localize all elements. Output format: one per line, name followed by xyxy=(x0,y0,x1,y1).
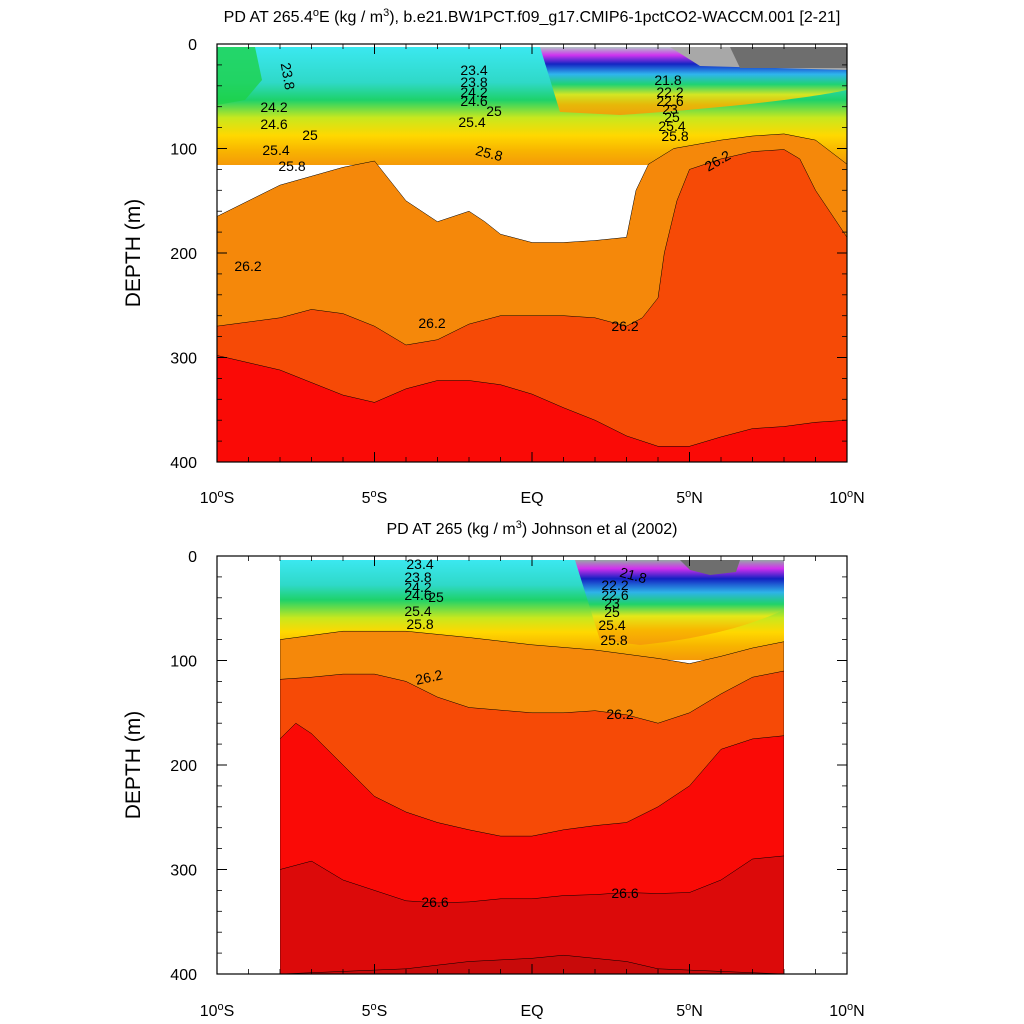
contour-label: 25.8 xyxy=(406,616,433,632)
x-tick-label: 10oN xyxy=(829,488,864,507)
x-tick-label: 5oS xyxy=(362,1001,388,1020)
contour-label: 24.6 xyxy=(404,587,431,603)
contour-label: 26.2 xyxy=(418,315,445,331)
surface-layer-band xyxy=(217,47,262,105)
contour-label: 25 xyxy=(664,109,680,125)
y-tick-label: 300 xyxy=(170,351,197,368)
y-tick-label: 200 xyxy=(170,758,197,775)
contour-label: 25.4 xyxy=(598,617,625,633)
contour-label: 23.8 xyxy=(460,74,487,90)
y-tick-label: 300 xyxy=(170,863,197,880)
x-tick-label: EQ xyxy=(520,1003,543,1020)
x-tick-label: 10oN xyxy=(829,1001,864,1020)
contour-label: 25.8 xyxy=(661,128,688,144)
contour-label: 22.2 xyxy=(601,577,628,593)
contour-label: 25 xyxy=(302,127,318,143)
panel-top: PD AT 265.4oE (kg / m3), b.e21.BW1PCT.f0… xyxy=(122,7,865,507)
y-tick-label: 0 xyxy=(188,549,197,566)
contour-layer-27 xyxy=(280,855,784,974)
contour-label: 24.2 xyxy=(460,84,487,100)
x-tick-label: 5oN xyxy=(676,488,703,507)
y-tick-label: 200 xyxy=(170,246,197,263)
contour-label: 25.4 xyxy=(262,142,289,158)
contour-label: 23.8 xyxy=(278,61,299,91)
x-tick-label: 10oS xyxy=(200,488,235,507)
contour-label: 23 xyxy=(662,101,678,117)
contour-layer-26-2 xyxy=(217,149,847,462)
y-axis-label: DEPTH (m) xyxy=(122,711,145,820)
surface-layer-band xyxy=(730,47,847,68)
contour-label: 24.2 xyxy=(260,99,287,115)
contour-label: 22.2 xyxy=(656,84,683,100)
contour-label: 25.8 xyxy=(278,158,305,174)
chart-title: PD AT 265 (kg / m3) Johnson et al (2002) xyxy=(386,519,677,538)
contour-label: 24.6 xyxy=(460,93,487,109)
contour-label: 23.4 xyxy=(406,556,433,572)
contour-layer-26-6 xyxy=(217,355,847,462)
contour-label: 25.8 xyxy=(600,632,627,648)
contour-label: 25.4 xyxy=(404,603,431,619)
contour-label: 26.2 xyxy=(234,258,261,274)
chart-title: PD AT 265.4oE (kg / m3), b.e21.BW1PCT.f0… xyxy=(224,7,841,26)
contour-label: 26.6 xyxy=(611,885,638,901)
contour-label: 25 xyxy=(428,589,444,605)
y-tick-label: 400 xyxy=(170,455,197,472)
contour-label: 24.2 xyxy=(404,579,431,595)
surface-layer-band xyxy=(680,560,740,575)
contour-label: 22.6 xyxy=(601,587,628,603)
contour-label: 26.6 xyxy=(421,894,448,910)
x-tick-label: 10oS xyxy=(200,1001,235,1020)
contour-label: 25.4 xyxy=(458,114,485,130)
contour-field xyxy=(280,560,784,974)
contour-label: 24.6 xyxy=(260,116,287,132)
contour-label: 23.4 xyxy=(460,62,487,78)
y-tick-label: 0 xyxy=(188,37,197,54)
contour-label: 25 xyxy=(486,103,502,119)
contour-field xyxy=(217,47,847,462)
surface-layer-band xyxy=(575,560,784,645)
contour-label: 25.4 xyxy=(658,118,685,134)
contour-label: 26.2 xyxy=(606,706,633,722)
contour-label: 25 xyxy=(604,604,620,620)
y-axis-label: DEPTH (m) xyxy=(122,199,145,308)
y-tick-label: 100 xyxy=(170,654,197,671)
x-tick-label: 5oS xyxy=(362,488,388,507)
y-tick-label: 400 xyxy=(170,967,197,984)
contour-label: 21.8 xyxy=(618,564,649,587)
contour-label: 21.8 xyxy=(654,72,681,88)
contour-label: 23 xyxy=(604,595,620,611)
contour-label: 22.6 xyxy=(656,93,683,109)
y-tick-label: 100 xyxy=(170,142,197,159)
contour-label: 26.2 xyxy=(611,318,638,334)
contour-label: 26.2 xyxy=(414,666,444,687)
x-tick-label: 5oN xyxy=(676,1001,703,1020)
contour-label: 25.8 xyxy=(474,142,505,164)
x-tick-label: EQ xyxy=(520,490,543,507)
panel-bottom: PD AT 265 (kg / m3) Johnson et al (2002)… xyxy=(122,519,865,1020)
contour-label: 23.8 xyxy=(404,569,431,585)
